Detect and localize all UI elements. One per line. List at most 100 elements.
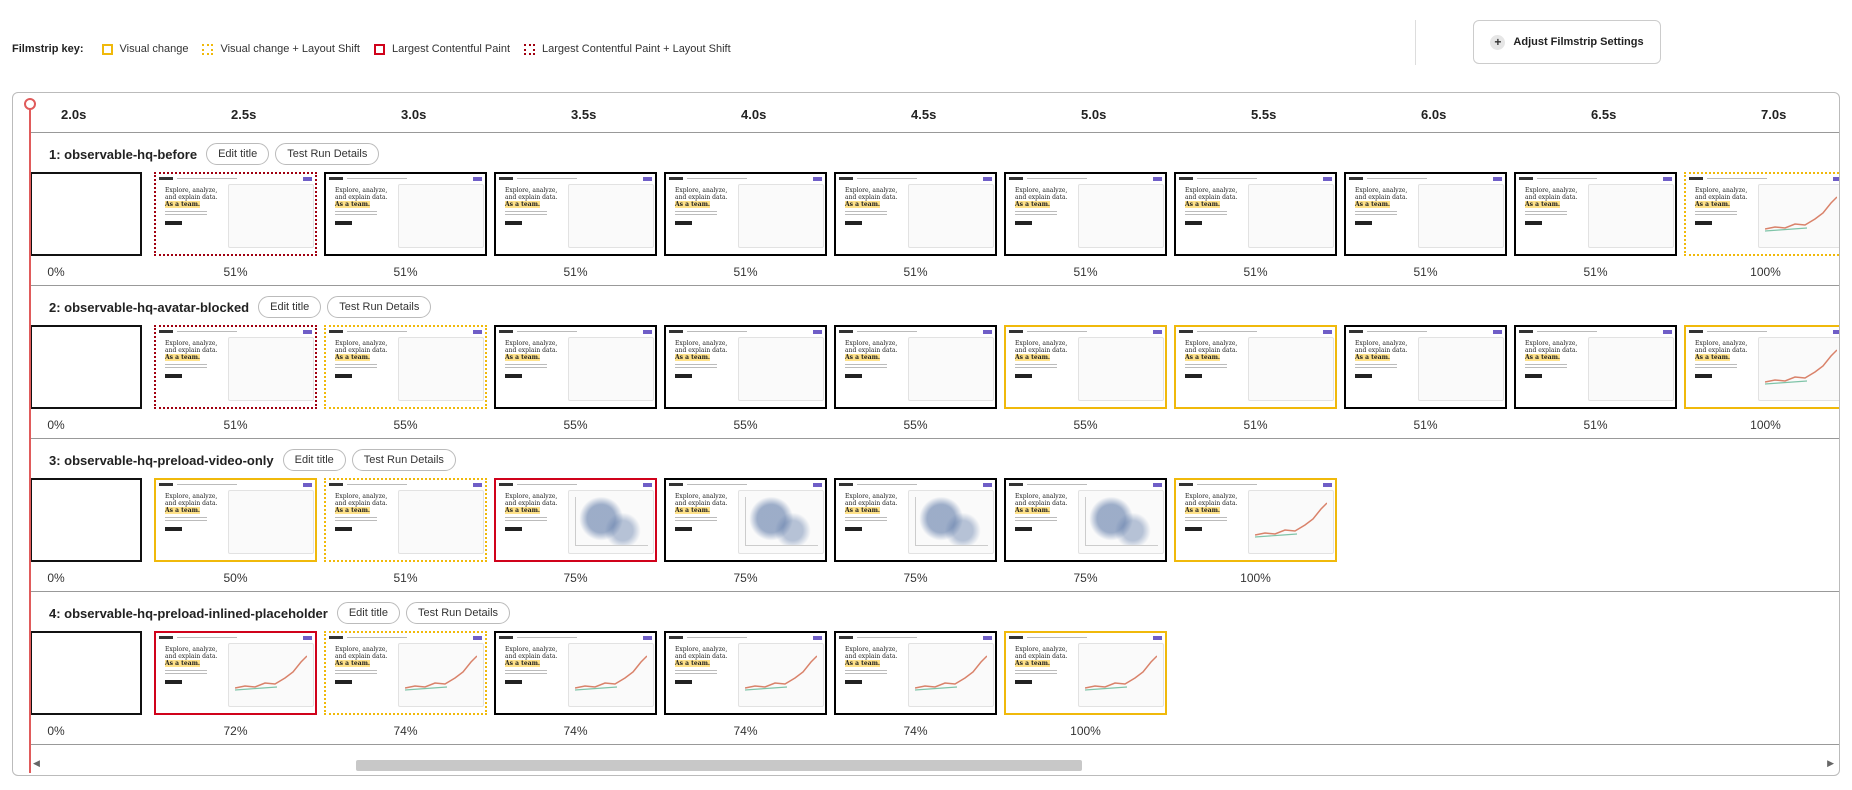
- edit-title-button[interactable]: Edit title: [258, 296, 322, 318]
- thumbnail-headline-line: and explain data.: [1525, 194, 1578, 201]
- lcp-swatch: [373, 43, 385, 55]
- filmstrip-frame[interactable]: Explore, analyze, and explain data. As a t…: [324, 325, 487, 409]
- filmstrip-frame[interactable]: [30, 325, 142, 409]
- thumbnail-nav-bar: [1349, 177, 1502, 182]
- filmstrip-frame[interactable]: Explore, analyze, and explain data. As a t…: [154, 325, 317, 409]
- filmstrip-frame[interactable]: Explore, analyze, and explain data. As a t…: [1004, 172, 1167, 256]
- visual-progress-percent: 51%: [1413, 265, 1438, 279]
- filmstrip-frame[interactable]: Explore, analyze, and explain data. As a t…: [1514, 172, 1677, 256]
- timeline-tick-label: 4.0s: [741, 107, 767, 122]
- filmstrip-frame[interactable]: Explore, analyze, and explain data. As a t…: [834, 478, 997, 562]
- filmstrip-frame[interactable]: Explore, analyze, and explain data. As a t…: [1684, 172, 1839, 256]
- test-run-divider: [30, 591, 1839, 592]
- thumbnail-headline-line: As a team.: [505, 507, 557, 514]
- filmstrip-frame[interactable]: Explore, analyze, and explain data. As a t…: [154, 172, 317, 256]
- thumbnail-logo: [1349, 177, 1363, 180]
- thumbnail-cta-button: [1525, 374, 1542, 378]
- adjust-filmstrip-settings-button[interactable]: + Adjust Filmstrip Settings: [1473, 20, 1661, 64]
- thumbnail-headline-line: Explore, analyze,: [845, 646, 898, 653]
- thumbnail-logo: [669, 483, 683, 486]
- filmstrip-frame[interactable]: Explore, analyze, and explain data. As a t…: [494, 325, 657, 409]
- thumbnail-scatter-plot: [1085, 497, 1158, 546]
- test-run-details-button[interactable]: Test Run Details: [275, 143, 380, 165]
- playhead-line[interactable]: [29, 105, 31, 773]
- thumbnail-media-panel: [228, 337, 314, 401]
- filmstrip-frame[interactable]: [30, 478, 142, 562]
- thumbnail-headline-highlight: As a team.: [1015, 201, 1051, 208]
- filmstrip-frame[interactable]: Explore, analyze, and explain data. As a t…: [1174, 478, 1337, 562]
- thumbnail-headline-line: and explain data.: [1695, 347, 1748, 354]
- key-item-lcp-layout-shift: Largest Contentful Paint + Layout Shift: [524, 43, 731, 55]
- thumbnail-nav-bar: [669, 330, 822, 335]
- test-run-details-button[interactable]: Test Run Details: [405, 602, 511, 624]
- thumbnail-secondary-line: [575, 686, 618, 691]
- thumbnail-secondary-line: [745, 686, 788, 691]
- horizontal-scrollbar[interactable]: ◀ ▶: [30, 753, 1839, 775]
- visual-progress-percent: 0%: [47, 418, 65, 432]
- thumbnail-headline-line: As a team.: [505, 354, 557, 361]
- filmstrip-frame[interactable]: Explore, analyze, and explain data. As a t…: [664, 478, 827, 562]
- filmstrip-frame[interactable]: Explore, analyze, and explain data. As a t…: [1344, 172, 1507, 256]
- thumbnail-signup-button: [1323, 177, 1332, 181]
- key-label: Largest Contentful Paint + Layout Shift: [542, 43, 731, 55]
- filmstrip-frame[interactable]: Explore, analyze, and explain data. As a t…: [324, 172, 487, 256]
- thumbnail-headline-highlight: As a team.: [165, 507, 201, 514]
- thumbnail-signup-button: [1323, 483, 1332, 487]
- thumbnail-media-panel: [228, 490, 314, 554]
- edit-title-button[interactable]: Edit title: [282, 449, 346, 471]
- thumbnail-media-panel: [738, 490, 824, 554]
- thumbnail-headline-line: and explain data.: [1185, 500, 1238, 507]
- filmstrip-frame[interactable]: Explore, analyze, and explain data. As a t…: [1514, 325, 1677, 409]
- filmstrip-frame[interactable]: Explore, analyze, and explain data. As a t…: [1004, 478, 1167, 562]
- filmstrip-frame[interactable]: Explore, analyze, and explain data. As a t…: [324, 631, 487, 715]
- filmstrip-frame[interactable]: Explore, analyze, and explain data. As a t…: [1174, 325, 1337, 409]
- edit-title-button[interactable]: Edit title: [206, 143, 270, 165]
- test-run-title: 2: observable-hq-avatar-blocked: [49, 299, 250, 315]
- filmstrip-frame[interactable]: Explore, analyze, and explain data. As a t…: [1004, 631, 1167, 715]
- thumbnail-headline-highlight: As a team.: [1695, 201, 1731, 208]
- thumbnail-line-chart-svg: [405, 655, 477, 691]
- thumbnail-cta-button: [845, 374, 862, 378]
- thumbnail-cta-button: [845, 527, 862, 531]
- test-run-details-button[interactable]: Test Run Details: [351, 449, 456, 471]
- thumbnail-cta-button: [1695, 221, 1712, 225]
- filmstrip-frame[interactable]: Explore, analyze, and explain data. As a t…: [494, 478, 657, 562]
- filmstrip-frame[interactable]: Explore, analyze, and explain data. As a t…: [1004, 325, 1167, 409]
- filmstrip-frame[interactable]: Explore, analyze, and explain data. As a t…: [664, 172, 827, 256]
- filmstrip-frame[interactable]: Explore, analyze, and explain data. As a t…: [834, 325, 997, 409]
- playhead-handle[interactable]: [24, 98, 36, 110]
- thumbnail-logo: [839, 483, 853, 486]
- thumbnail-secondary-line: [1765, 380, 1808, 385]
- scroll-right-icon[interactable]: ▶: [1827, 758, 1834, 768]
- thumbnail-subtext: [675, 670, 717, 675]
- filmstrip-frame[interactable]: Explore, analyze, and explain data. As a t…: [664, 631, 827, 715]
- thumbnail-headline-line: As a team.: [1525, 354, 1577, 361]
- thumbnail-headline: Explore, analyze, and explain data. As a t…: [335, 340, 387, 361]
- filmstrip-frame[interactable]: Explore, analyze, and explain data. As a t…: [324, 478, 487, 562]
- test-run-details-button[interactable]: Test Run Details: [327, 296, 432, 318]
- filmstrip-frame[interactable]: Explore, analyze, and explain data. As a t…: [1684, 325, 1839, 409]
- thumbnail-nav-bar: [1009, 330, 1162, 335]
- filmstrip-frame[interactable]: Explore, analyze, and explain data. As a t…: [834, 631, 997, 715]
- filmstrip-frame[interactable]: [30, 631, 142, 715]
- thumbnail-media-panel: [1418, 184, 1504, 248]
- filmstrip-frame[interactable]: Explore, analyze, and explain data. As a t…: [154, 478, 317, 562]
- thumbnail-signup-button: [473, 636, 482, 640]
- filmstrip-frame[interactable]: Explore, analyze, and explain data. As a t…: [1174, 172, 1337, 256]
- filmstrip-frame[interactable]: Explore, analyze, and explain data. As a t…: [154, 631, 317, 715]
- scroll-left-icon[interactable]: ◀: [33, 758, 40, 768]
- filmstrip-frame[interactable]: Explore, analyze, and explain data. As a t…: [494, 631, 657, 715]
- edit-title-button[interactable]: Edit title: [336, 602, 400, 624]
- filmstrip-frame[interactable]: Explore, analyze, and explain data. As a t…: [494, 172, 657, 256]
- thumbnail-media-panel: [398, 490, 484, 554]
- thumbnail-headline: Explore, analyze, and explain data. As a t…: [165, 187, 217, 208]
- scrollbar-thumb[interactable]: [356, 760, 1082, 771]
- filmstrip-frame[interactable]: [30, 172, 142, 256]
- thumbnail-cta-button: [1355, 221, 1372, 225]
- filmstrip-frame[interactable]: Explore, analyze, and explain data. As a t…: [834, 172, 997, 256]
- filmstrip-frame[interactable]: Explore, analyze, and explain data. As a t…: [1344, 325, 1507, 409]
- filmstrip-frame[interactable]: Explore, analyze, and explain data. As a t…: [664, 325, 827, 409]
- filmstrip-panel: 2.0s 2.5s 3.0s 3.5s 4.0s 4.5s 5.0s 5.5s 6.0s 6.5s…: [12, 92, 1840, 776]
- thumbnail-media-panel: [1078, 643, 1164, 707]
- thumbnail-headline-line: Explore, analyze,: [675, 340, 728, 347]
